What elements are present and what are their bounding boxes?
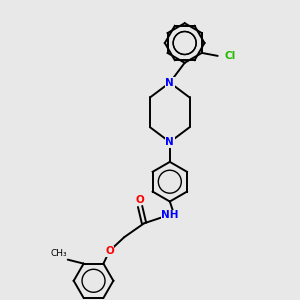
Text: Cl: Cl (225, 51, 236, 61)
Text: N: N (165, 78, 174, 88)
Text: O: O (136, 194, 145, 205)
Text: CH₃: CH₃ (50, 249, 67, 258)
Text: NH: NH (161, 210, 178, 220)
Text: N: N (165, 137, 174, 147)
Text: O: O (105, 246, 114, 256)
